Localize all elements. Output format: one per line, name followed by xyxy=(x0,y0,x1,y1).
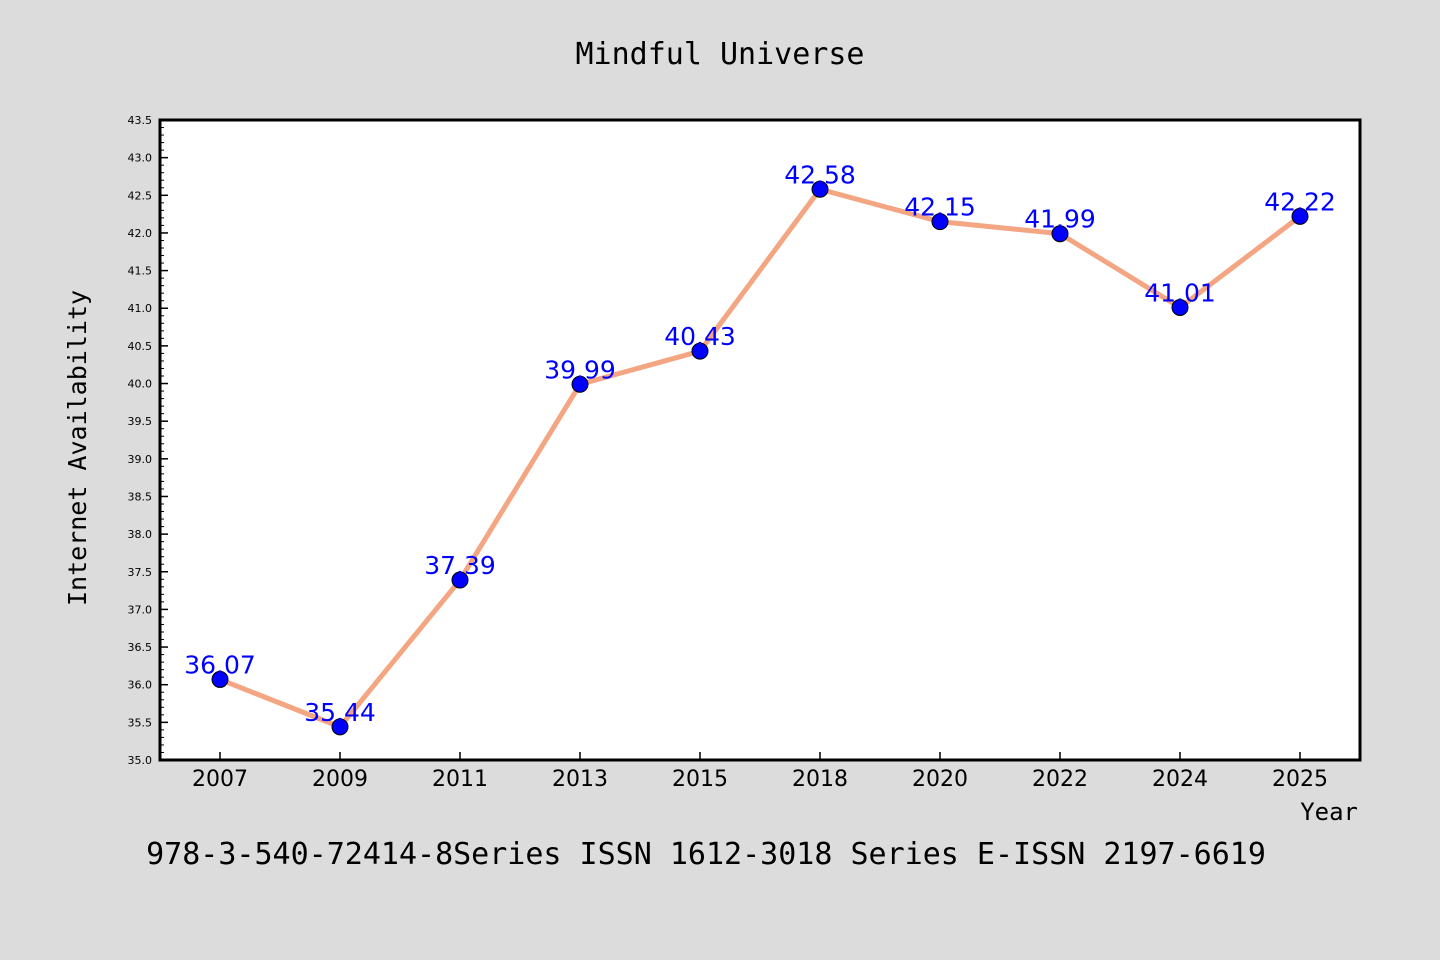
y-tick-label: 37.0 xyxy=(128,603,153,616)
series-markers xyxy=(211,180,1309,736)
y-tick-label: 39.5 xyxy=(128,415,153,428)
y-tick-label: 38.0 xyxy=(128,528,153,541)
data-point xyxy=(331,718,349,736)
data-label: 40.43 xyxy=(664,322,736,351)
y-tick-label: 43.5 xyxy=(128,114,153,127)
x-tick-label: 2025 xyxy=(1272,767,1328,792)
data-label: 41.01 xyxy=(1144,278,1216,307)
data-label: 36.07 xyxy=(184,650,256,679)
y-tick-label: 38.5 xyxy=(128,490,153,503)
data-label: 37.39 xyxy=(424,551,496,580)
data-label: 42.22 xyxy=(1264,187,1336,216)
x-tick-label: 2007 xyxy=(192,767,248,792)
x-tick-label: 2018 xyxy=(792,767,848,792)
data-label: 41.99 xyxy=(1024,205,1096,234)
data-point xyxy=(691,342,709,360)
y-tick-label: 43.0 xyxy=(128,152,153,165)
chart-title: Mindful Universe xyxy=(576,37,865,72)
x-tick-label: 2009 xyxy=(312,767,368,792)
x-axis: 2007 2009 2011 2013 2015 2018 2020 2022 2024 2025 xyxy=(192,752,1328,792)
y-tick-label: 35.5 xyxy=(128,716,153,729)
y-tick-label: 39.0 xyxy=(128,453,153,466)
x-tick-label: 2015 xyxy=(672,767,728,792)
data-labels: 36.07 35.44 37.39 39.99 40.43 42.58 42.15 41.99… xyxy=(184,160,1336,727)
y-tick-label: 42.5 xyxy=(128,189,153,202)
x-tick-label: 2013 xyxy=(552,767,608,792)
y-axis: 35.0 35.5 36.0 36.5 37.0 37.5 38.0 38.5 39.0 39.5… xyxy=(128,114,168,767)
y-tick-label: 40.0 xyxy=(128,378,153,391)
x-tick-label: 2011 xyxy=(432,767,488,792)
y-tick-label: 37.5 xyxy=(128,566,153,579)
x-tick-label: 2022 xyxy=(1032,767,1088,792)
data-label: 42.58 xyxy=(784,160,856,189)
x-axis-label: Year xyxy=(1300,798,1358,826)
x-tick-label: 2024 xyxy=(1152,767,1208,792)
y-tick-label: 35.0 xyxy=(128,754,153,767)
data-point xyxy=(811,180,829,198)
data-point xyxy=(1171,298,1189,316)
y-tick-label: 36.5 xyxy=(128,641,153,654)
y-axis-label: Internet Availability xyxy=(63,290,92,606)
data-label: 39.99 xyxy=(544,355,616,384)
y-tick-label: 42.0 xyxy=(128,227,153,240)
footer-text: 978-3-540-72414-8Series ISSN 1612-3018 S… xyxy=(146,837,1266,872)
x-tick-label: 2020 xyxy=(912,767,968,792)
y-tick-label: 41.5 xyxy=(128,265,153,278)
data-point xyxy=(1291,207,1309,225)
data-label: 42.15 xyxy=(904,193,976,222)
data-point xyxy=(1051,225,1069,243)
y-tick-label: 36.0 xyxy=(128,679,153,692)
y-tick-label: 41.0 xyxy=(128,302,153,315)
series-line xyxy=(219,186,1302,730)
data-label: 35.44 xyxy=(304,698,376,727)
data-point xyxy=(211,670,229,688)
plot-area xyxy=(158,118,1362,762)
data-point xyxy=(571,375,589,393)
data-point xyxy=(931,213,949,231)
data-point xyxy=(451,571,469,589)
y-tick-label: 40.5 xyxy=(128,340,153,353)
